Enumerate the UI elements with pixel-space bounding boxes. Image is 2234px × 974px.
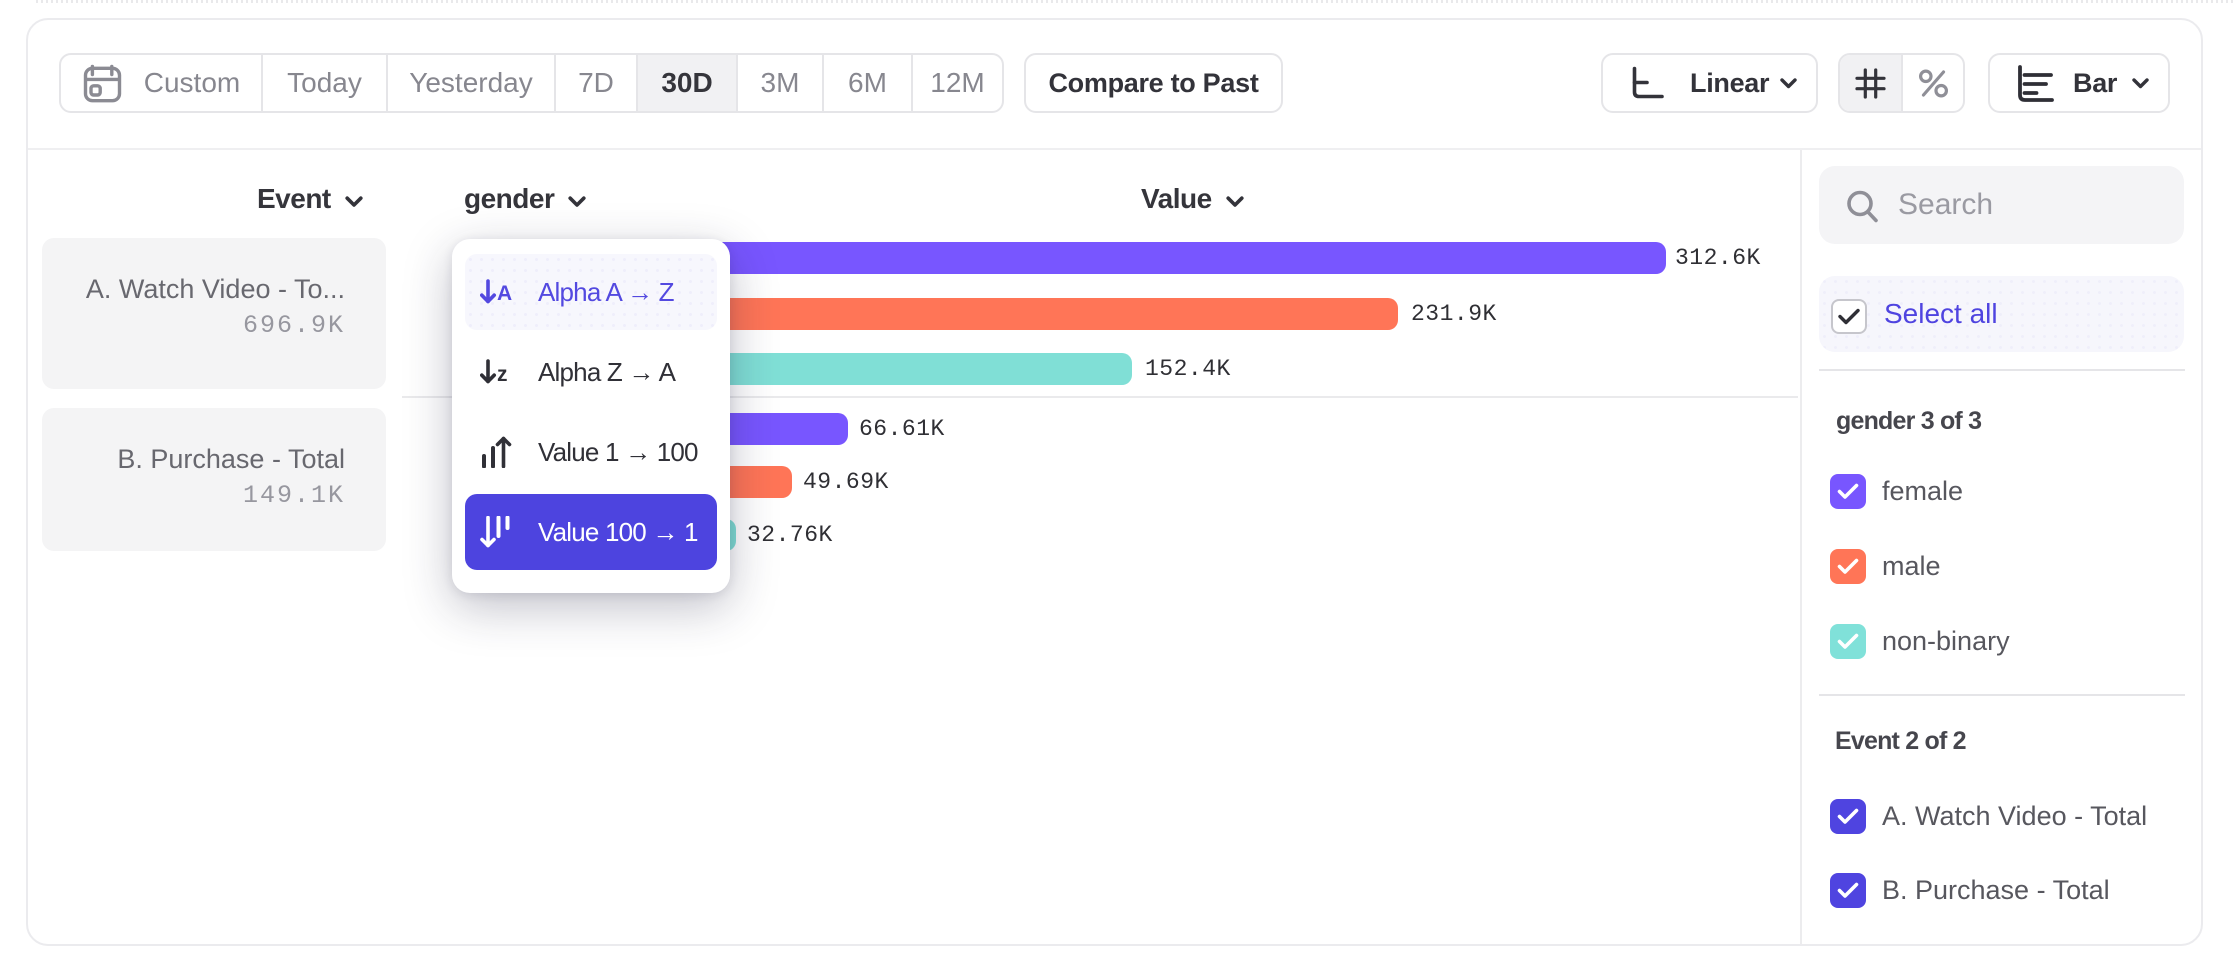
svg-text:z: z: [497, 363, 507, 385]
svg-text:A: A: [497, 282, 512, 305]
